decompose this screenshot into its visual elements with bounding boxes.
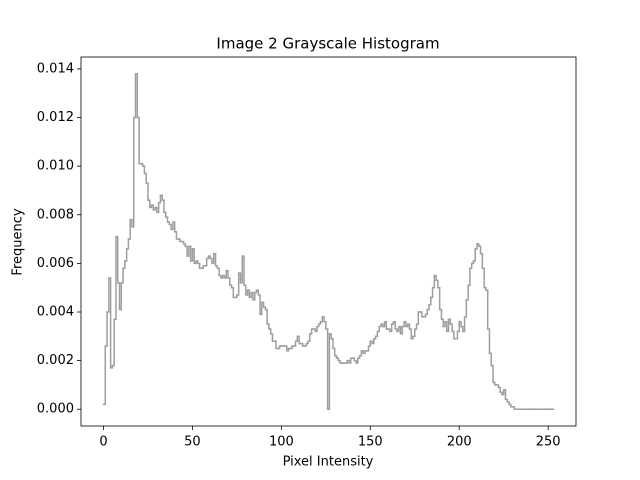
y-tick-label: 0.006 (37, 256, 74, 271)
plot-frame (80, 56, 577, 427)
x-tick-label: 100 (269, 435, 294, 450)
x-tick-label: 200 (447, 435, 472, 450)
y-tick-label: 0.014 (37, 61, 74, 76)
y-tick-label: 0.000 (37, 402, 74, 417)
x-tick-label: 0 (99, 435, 107, 450)
y-tick-label: 0.004 (37, 304, 74, 319)
y-tick-label: 0.008 (37, 207, 74, 222)
x-tick-label: 50 (184, 435, 201, 450)
chart-title: Image 2 Grayscale Histogram (216, 35, 439, 53)
x-tick-label: 250 (536, 435, 561, 450)
y-tick-label: 0.010 (37, 159, 74, 174)
y-axis-label: Frequency (11, 208, 26, 275)
y-tick-label: 0.002 (37, 353, 74, 368)
x-tick-label: 150 (358, 435, 383, 450)
x-axis-label: Pixel Intensity (283, 455, 374, 470)
y-tick-label: 0.012 (37, 110, 74, 125)
